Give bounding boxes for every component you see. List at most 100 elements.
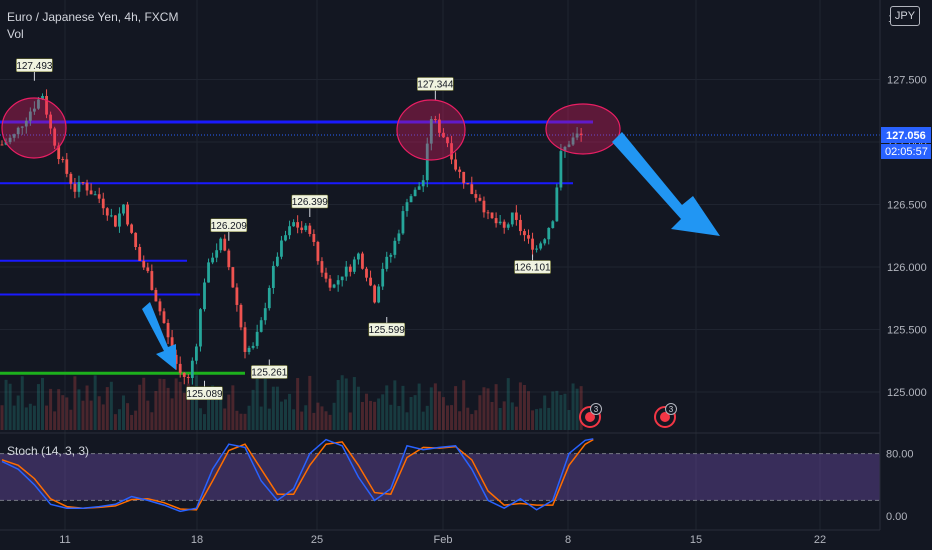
candle-body: [292, 222, 295, 227]
candle-body: [45, 95, 48, 115]
candle-body: [284, 235, 287, 241]
volume-bar: [81, 400, 85, 430]
volume-bar: [69, 409, 73, 430]
candle-body: [69, 173, 73, 184]
candle-body: [195, 346, 198, 361]
volume-bar: [198, 408, 202, 430]
volume-bar: [122, 395, 125, 430]
volume-bar: [547, 407, 551, 430]
volume-bar: [450, 405, 454, 430]
volume-bar: [373, 401, 377, 430]
price-axis-tick: 126.000: [887, 262, 927, 274]
volume-bar: [77, 389, 81, 430]
price-label-text: 125.089: [186, 389, 223, 400]
candle-body: [563, 146, 567, 152]
highlight-ellipse: [545, 103, 621, 155]
volume-bar: [490, 401, 494, 430]
volume-bar: [41, 377, 44, 430]
event-badge-core: [660, 412, 670, 422]
volume-bar: [292, 409, 296, 430]
candle-body: [20, 126, 24, 128]
candle-body: [207, 262, 210, 283]
candle-body: [401, 211, 405, 234]
arrow-down-large: [612, 132, 720, 236]
candle-body: [122, 204, 125, 214]
candle-body: [296, 222, 300, 228]
candle-body: [89, 190, 93, 195]
candle-body: [377, 286, 381, 303]
volume-bar: [219, 398, 223, 430]
volume-bar: [482, 387, 486, 430]
candle-body: [421, 180, 425, 187]
candle-body: [535, 248, 538, 250]
candle-body: [227, 250, 231, 268]
candle-body: [162, 311, 166, 323]
volume-bar: [344, 378, 348, 430]
candle-body: [8, 137, 12, 143]
candle-body: [438, 119, 441, 133]
candle-body: [97, 194, 101, 199]
candle-body: [357, 253, 360, 260]
volume-bar: [506, 378, 510, 430]
stoch-axis-tick: 80.00: [886, 449, 914, 461]
candle-body: [348, 266, 352, 272]
volume-bar: [28, 403, 32, 430]
time-axis-tick: 22: [814, 534, 826, 546]
volume-bar: [4, 379, 8, 430]
event-badge: 3: [654, 403, 677, 428]
volume-bar: [134, 410, 138, 430]
candle-body: [219, 238, 223, 251]
candle-body: [243, 327, 247, 352]
candle-body: [450, 143, 453, 160]
candle-body: [28, 111, 32, 121]
candle-body: [429, 118, 433, 144]
volume-bar: [8, 383, 12, 430]
price-label: 127.493: [16, 58, 53, 81]
candle-body: [433, 118, 437, 120]
volume-bar: [113, 414, 117, 430]
price-axis-tick: 125.500: [887, 325, 927, 337]
volume-bar: [32, 405, 36, 430]
candle-body: [486, 212, 490, 214]
volume-bar: [478, 395, 482, 430]
volume-bar: [89, 400, 93, 430]
price-label: 125.261: [251, 359, 288, 379]
event-badge-count: 3: [594, 405, 599, 414]
volume-bar: [12, 405, 16, 430]
volume-bar: [154, 390, 158, 430]
volume-bar: [575, 388, 579, 430]
volume-bar: [312, 412, 316, 430]
symbol-title[interactable]: Euro / Japanese Yen, 4h, FXCM: [7, 10, 179, 24]
volume-bar: [518, 382, 522, 430]
candle-body: [33, 108, 36, 112]
volume-bar: [486, 388, 490, 430]
candle-body: [442, 132, 445, 138]
volume-bar: [320, 406, 324, 430]
event-badge-count: 3: [669, 405, 674, 414]
volume-bar: [555, 390, 559, 430]
volume-bar: [186, 383, 190, 430]
volume-bar: [267, 408, 271, 430]
candle-body: [126, 204, 129, 225]
candle-body: [77, 182, 81, 192]
volume-bar: [356, 386, 360, 430]
volume-bar: [101, 404, 105, 430]
volume-bar: [24, 407, 28, 430]
candle-body: [138, 247, 142, 261]
volume-bar: [360, 401, 364, 430]
stoch-legend[interactable]: Stoch (14, 3, 3): [7, 444, 90, 458]
volume-bar: [421, 411, 425, 430]
candle-body: [559, 151, 563, 188]
currency-badge[interactable]: JPY: [890, 6, 920, 26]
candle-body: [369, 277, 372, 286]
volume-label[interactable]: Vol: [7, 27, 24, 41]
volume-bar: [231, 385, 235, 430]
candle-body: [105, 208, 109, 216]
candle-body: [267, 287, 271, 309]
volume-bar: [271, 386, 275, 430]
volume-bar: [61, 395, 65, 430]
event-badge-core: [585, 412, 595, 422]
